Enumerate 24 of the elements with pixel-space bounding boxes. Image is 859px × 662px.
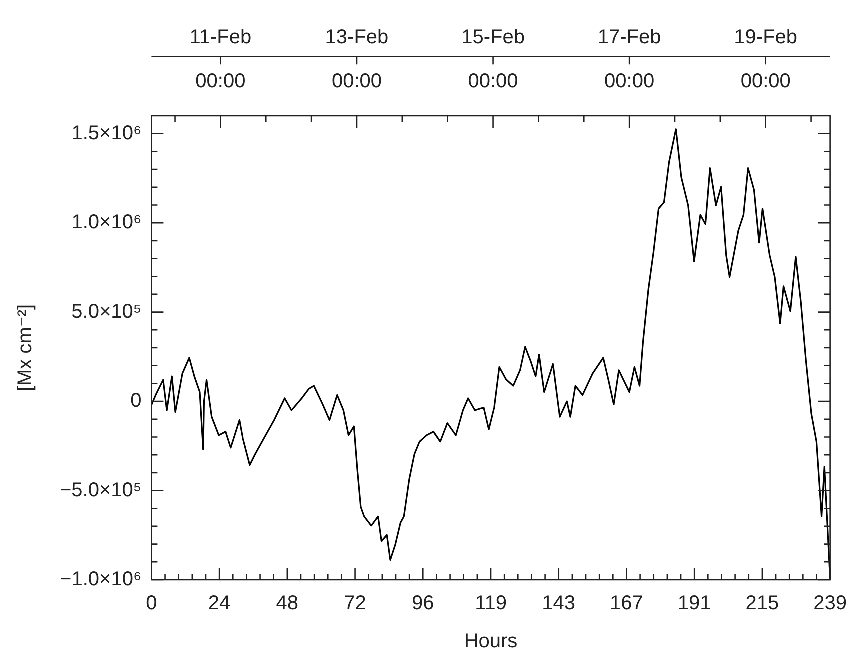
x2-tick-label: 17-Feb 00:00 xyxy=(598,26,662,93)
x-tick-label: 239 xyxy=(814,592,848,615)
x2-tick-label: 19-Feb 00:00 xyxy=(734,26,798,93)
y-axis-title: [Mx cm⁻²] xyxy=(14,304,37,392)
x2-tick-label: 15-Feb 00:00 xyxy=(462,26,525,93)
x-tick-label: 167 xyxy=(610,592,644,615)
x-tick-label: 215 xyxy=(746,592,780,615)
x-tick-label: 72 xyxy=(344,592,366,615)
y-tick-label: 5.0×10⁵ xyxy=(72,300,142,323)
x-tick-label: 24 xyxy=(208,592,231,615)
x-tick-label: 143 xyxy=(542,592,576,615)
x2-tick-label: 13-Feb 00:00 xyxy=(325,26,389,93)
x-tick-label: 96 xyxy=(412,592,434,615)
x-tick-label: 119 xyxy=(475,592,507,615)
x-tick-label: 48 xyxy=(276,592,299,615)
y-tick-label: 1.0×10⁶ xyxy=(72,212,142,234)
y-tick-label: −5.0×10⁵ xyxy=(60,479,142,502)
x-tick-label: 0 xyxy=(146,592,158,615)
x-tick-label: 191 xyxy=(678,592,712,615)
y-tick-label: 0 xyxy=(130,390,142,412)
y-tick-label: 1.5×10⁶ xyxy=(72,122,142,144)
y-tick-label: −1.0×10⁶ xyxy=(60,568,142,591)
x2-tick-label: 11-Feb 00:00 xyxy=(190,26,252,93)
x-axis-title: Hours xyxy=(464,630,518,653)
